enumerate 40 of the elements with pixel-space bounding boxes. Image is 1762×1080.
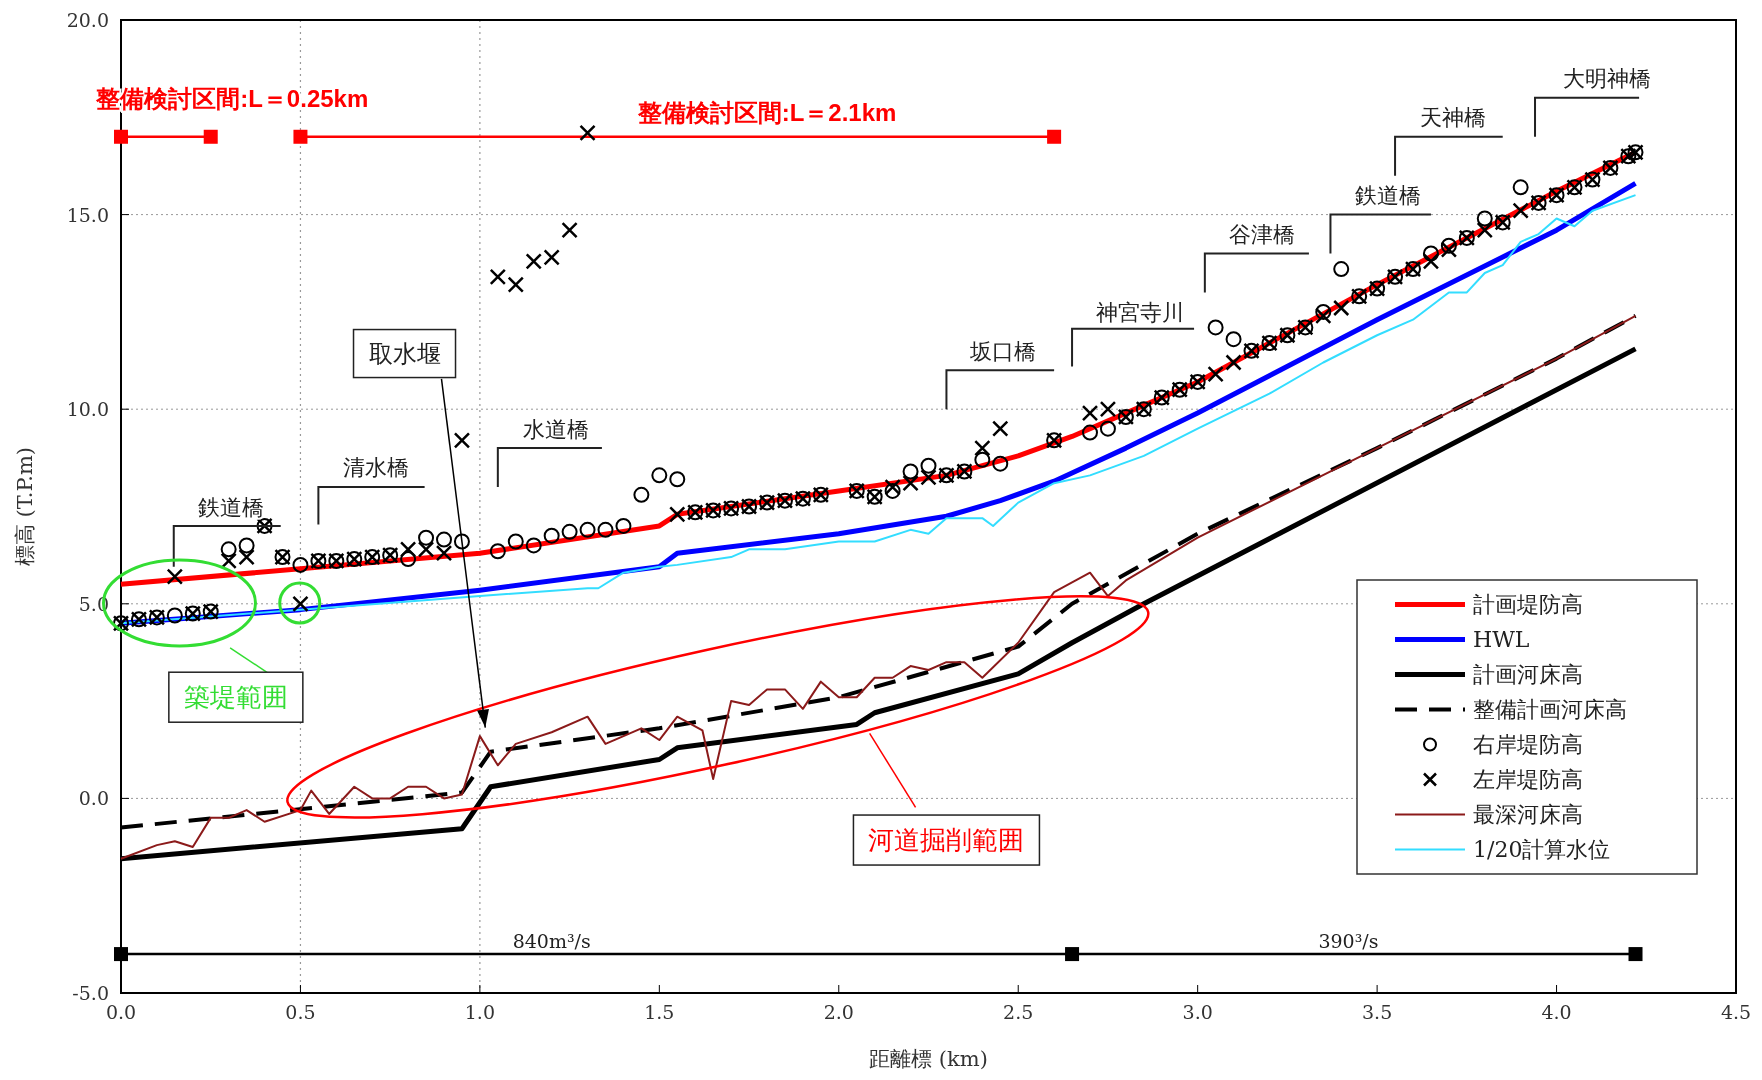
legend-label: 整備計画河床高 bbox=[1473, 697, 1627, 722]
annotation: 鉄道橋 bbox=[198, 494, 265, 520]
x-tick-label: 4.5 bbox=[1720, 1001, 1752, 1023]
x-tick-label: 1.0 bbox=[464, 1001, 495, 1023]
annotation: 840m³/s bbox=[512, 930, 591, 953]
annotation: 河道掘削範囲 bbox=[868, 825, 1025, 856]
y-tick-label: 10.0 bbox=[66, 398, 109, 421]
x-tick-label: 0.5 bbox=[285, 1001, 316, 1023]
x-tick-label: 2.0 bbox=[823, 1001, 854, 1023]
x-tick-label: 3.5 bbox=[1362, 1001, 1393, 1023]
annotation: 谷津橋 bbox=[1228, 221, 1295, 247]
y-tick-label: -5.0 bbox=[72, 982, 109, 1004]
x-tick-label: 2.5 bbox=[1003, 1001, 1034, 1023]
annotation: 神宮寺川 bbox=[1096, 299, 1185, 325]
annotation: 天神橋 bbox=[1419, 104, 1486, 130]
y-axis-title: 標高 (T.P.m) bbox=[13, 446, 37, 567]
legend-label: 1/20計算水位 bbox=[1473, 837, 1611, 862]
annotation: 大明神橋 bbox=[1562, 65, 1651, 91]
x-tick-label: 1.5 bbox=[644, 1001, 675, 1023]
y-tick-label: 15.0 bbox=[66, 203, 109, 226]
legend-label: 計画堤防高 bbox=[1473, 592, 1583, 617]
annotation: 築堤範囲 bbox=[183, 682, 288, 713]
x-axis-title: 距離標 (km) bbox=[869, 1047, 988, 1071]
legend-label: 右岸堤防高 bbox=[1473, 732, 1583, 757]
annotation: 鉄道橋 bbox=[1354, 182, 1421, 208]
x-tick-label: 4.0 bbox=[1541, 1001, 1572, 1023]
legend-label: 計画河床高 bbox=[1473, 662, 1583, 687]
legend-label: 最深河床高 bbox=[1473, 802, 1583, 827]
annotation: 坂口橋 bbox=[969, 338, 1037, 364]
y-tick-label: 0.0 bbox=[78, 787, 109, 810]
x-tick-label: 3.0 bbox=[1182, 1001, 1213, 1023]
legend-label: 左岸堤防高 bbox=[1473, 767, 1583, 792]
annotation: 390³/s bbox=[1318, 930, 1379, 953]
legend-label: HWL bbox=[1473, 627, 1530, 652]
annotation: 取水堰 bbox=[368, 339, 441, 368]
annotation: 清水橋 bbox=[343, 454, 410, 480]
y-tick-label: 20.0 bbox=[66, 9, 109, 31]
annotation: 整備検討区間:L＝2.1km bbox=[636, 98, 897, 126]
annotation: 水道橋 bbox=[522, 416, 589, 442]
x-tick-label: 0.0 bbox=[105, 1001, 137, 1023]
